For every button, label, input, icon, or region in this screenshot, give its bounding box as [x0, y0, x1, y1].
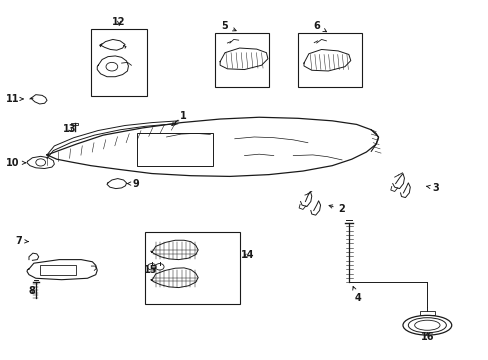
- Bar: [91, 30, 147, 96]
- Text: 11: 11: [6, 94, 23, 104]
- Text: 14: 14: [240, 250, 254, 260]
- Text: 16: 16: [420, 332, 433, 342]
- Text: 6: 6: [313, 21, 326, 32]
- Bar: [144, 232, 239, 304]
- Text: 5: 5: [221, 21, 236, 31]
- Text: 13: 13: [63, 124, 77, 134]
- Text: 8: 8: [28, 286, 35, 296]
- Text: 7: 7: [16, 236, 28, 246]
- Text: 10: 10: [6, 158, 25, 168]
- Bar: [71, 123, 78, 126]
- Text: 9: 9: [127, 179, 140, 189]
- Bar: [40, 265, 76, 275]
- Bar: [419, 311, 434, 315]
- Text: 3: 3: [426, 183, 438, 193]
- Bar: [298, 33, 361, 87]
- Text: 15: 15: [144, 265, 157, 275]
- Text: 12: 12: [112, 17, 126, 27]
- Text: 2: 2: [328, 204, 345, 215]
- Bar: [137, 134, 212, 166]
- Text: 1: 1: [174, 111, 186, 125]
- Text: 4: 4: [352, 287, 360, 303]
- Bar: [215, 33, 268, 87]
